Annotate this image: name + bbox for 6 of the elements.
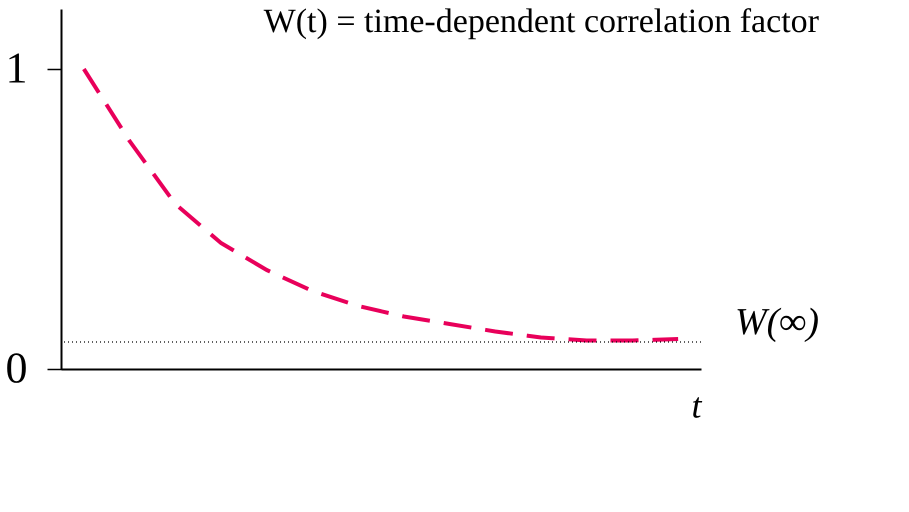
line-series: [82, 67, 680, 342]
ref-line-label: W(∞): [734, 301, 819, 343]
chart-title: W(t) = time-dependent correlation factor: [264, 3, 820, 40]
y-tick-label: 1: [6, 44, 28, 92]
y-tick-label: 0: [6, 344, 28, 392]
x-axis-title: t: [691, 386, 702, 426]
